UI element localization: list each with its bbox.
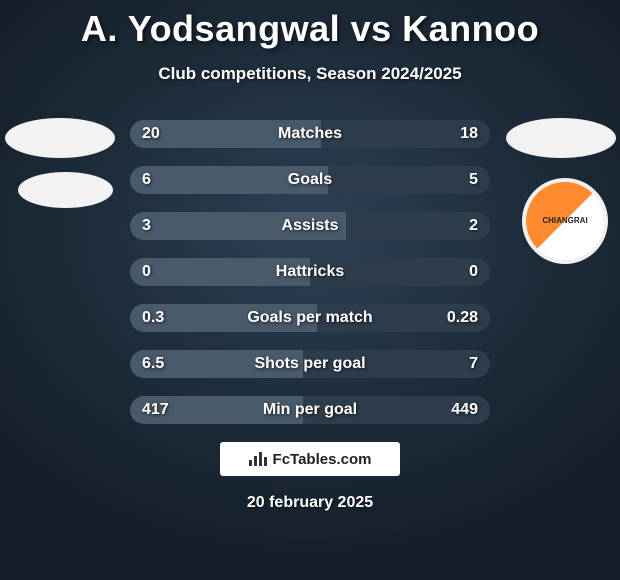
bar-right	[328, 166, 490, 194]
stat-left-value: 20	[142, 125, 160, 143]
page-title: A. Yodsangwal vs Kannoo	[0, 0, 620, 50]
stat-label: Goals	[288, 171, 332, 189]
player-left-club-placeholder	[18, 172, 113, 208]
stat-label: Shots per goal	[254, 355, 365, 373]
club-badge-text: CHIANGRAI	[542, 217, 587, 225]
footer-logo-box: FcTables.com	[220, 442, 400, 476]
stat-right-value: 5	[469, 171, 478, 189]
stat-left-value: 0.3	[142, 309, 164, 327]
stat-row-matches: 20 Matches 18	[130, 120, 490, 148]
stat-label: Goals per match	[247, 309, 372, 327]
stat-left-value: 6.5	[142, 355, 164, 373]
stat-row-min-per-goal: 417 Min per goal 449	[130, 396, 490, 424]
stat-label: Min per goal	[263, 401, 357, 419]
stat-label: Matches	[278, 125, 342, 143]
stat-right-value: 18	[460, 125, 478, 143]
footer-date: 20 february 2025	[0, 494, 620, 512]
stat-right-value: 7	[469, 355, 478, 373]
player-right-club-badge: CHIANGRAI	[522, 178, 608, 264]
stat-left-value: 0	[142, 263, 151, 281]
player-right-avatar-placeholder	[506, 118, 616, 158]
stat-row-goals-per-match: 0.3 Goals per match 0.28	[130, 304, 490, 332]
stat-left-value: 3	[142, 217, 151, 235]
footer-logo-text: FcTables.com	[273, 451, 372, 468]
stat-right-value: 2	[469, 217, 478, 235]
stats-container: 20 Matches 18 6 Goals 5 3 Assists 2 0 Ha…	[130, 120, 490, 424]
stat-row-goals: 6 Goals 5	[130, 166, 490, 194]
stat-left-value: 6	[142, 171, 151, 189]
stat-row-assists: 3 Assists 2	[130, 212, 490, 240]
stat-label: Assists	[282, 217, 339, 235]
stat-label: Hattricks	[276, 263, 344, 281]
stat-row-hattricks: 0 Hattricks 0	[130, 258, 490, 286]
stat-left-value: 417	[142, 401, 169, 419]
stat-row-shots-per-goal: 6.5 Shots per goal 7	[130, 350, 490, 378]
fctables-bars-icon	[249, 452, 267, 466]
subtitle: Club competitions, Season 2024/2025	[0, 64, 620, 84]
stat-right-value: 0	[469, 263, 478, 281]
player-left-avatar-placeholder	[5, 118, 115, 158]
stat-right-value: 0.28	[447, 309, 478, 327]
stat-right-value: 449	[451, 401, 478, 419]
